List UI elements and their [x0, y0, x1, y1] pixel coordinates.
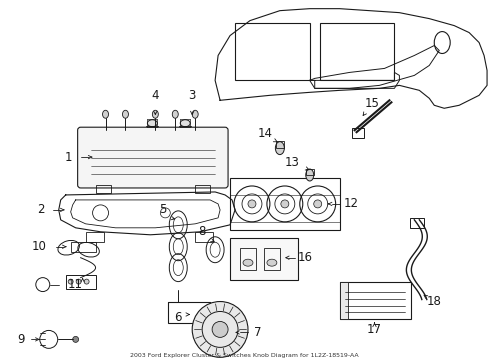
Circle shape [84, 279, 89, 284]
FancyBboxPatch shape [78, 127, 227, 188]
Text: 17: 17 [366, 323, 381, 336]
Text: 18: 18 [426, 295, 441, 308]
Bar [339, 282, 347, 319]
Text: 4: 4 [151, 89, 159, 102]
Circle shape [76, 279, 81, 284]
Ellipse shape [102, 110, 108, 118]
Bar [240, 248, 255, 270]
Circle shape [212, 321, 227, 337]
Ellipse shape [147, 120, 157, 127]
Ellipse shape [243, 259, 252, 266]
Circle shape [73, 336, 79, 342]
Text: 2: 2 [37, 203, 44, 216]
Bar [229, 238, 297, 280]
Ellipse shape [266, 259, 276, 266]
Text: 9: 9 [17, 333, 24, 346]
Text: 8: 8 [198, 225, 205, 238]
Bar [195, 185, 210, 193]
Ellipse shape [122, 110, 128, 118]
Text: 16: 16 [297, 251, 312, 264]
Bar [179, 126, 191, 132]
Text: 6: 6 [174, 311, 182, 324]
Ellipse shape [172, 110, 178, 118]
Circle shape [280, 200, 288, 208]
Bar [275, 141, 283, 148]
Bar [235, 23, 309, 80]
Bar [229, 178, 339, 230]
Text: 1: 1 [65, 150, 72, 163]
Bar [409, 218, 424, 228]
Bar [65, 275, 95, 289]
Bar [71, 242, 95, 252]
Bar [305, 169, 313, 175]
Bar [319, 23, 394, 80]
Text: 14: 14 [257, 127, 272, 140]
Bar [95, 185, 110, 193]
Text: 10: 10 [31, 240, 46, 253]
Text: 2003 Ford Explorer Cluster & Switches Knob Diagram for 1L2Z-18519-AA: 2003 Ford Explorer Cluster & Switches Kn… [129, 353, 358, 358]
Bar [339, 282, 410, 319]
Bar [264, 248, 279, 270]
Text: 3: 3 [188, 89, 196, 102]
Text: 5: 5 [158, 203, 165, 216]
Bar [85, 232, 103, 242]
Circle shape [192, 302, 247, 357]
Circle shape [313, 200, 321, 208]
Ellipse shape [192, 110, 198, 118]
Text: 11: 11 [68, 278, 83, 291]
Text: 15: 15 [365, 97, 379, 110]
Bar [168, 302, 210, 323]
Ellipse shape [305, 169, 313, 181]
Text: 7: 7 [254, 326, 261, 339]
Bar [351, 128, 363, 138]
Bar [146, 126, 158, 132]
Ellipse shape [152, 110, 158, 118]
Text: 13: 13 [284, 156, 299, 168]
Circle shape [68, 279, 73, 284]
Text: 12: 12 [344, 197, 358, 210]
Bar [195, 232, 213, 242]
Circle shape [247, 200, 255, 208]
Ellipse shape [180, 120, 190, 127]
Ellipse shape [275, 141, 284, 154]
